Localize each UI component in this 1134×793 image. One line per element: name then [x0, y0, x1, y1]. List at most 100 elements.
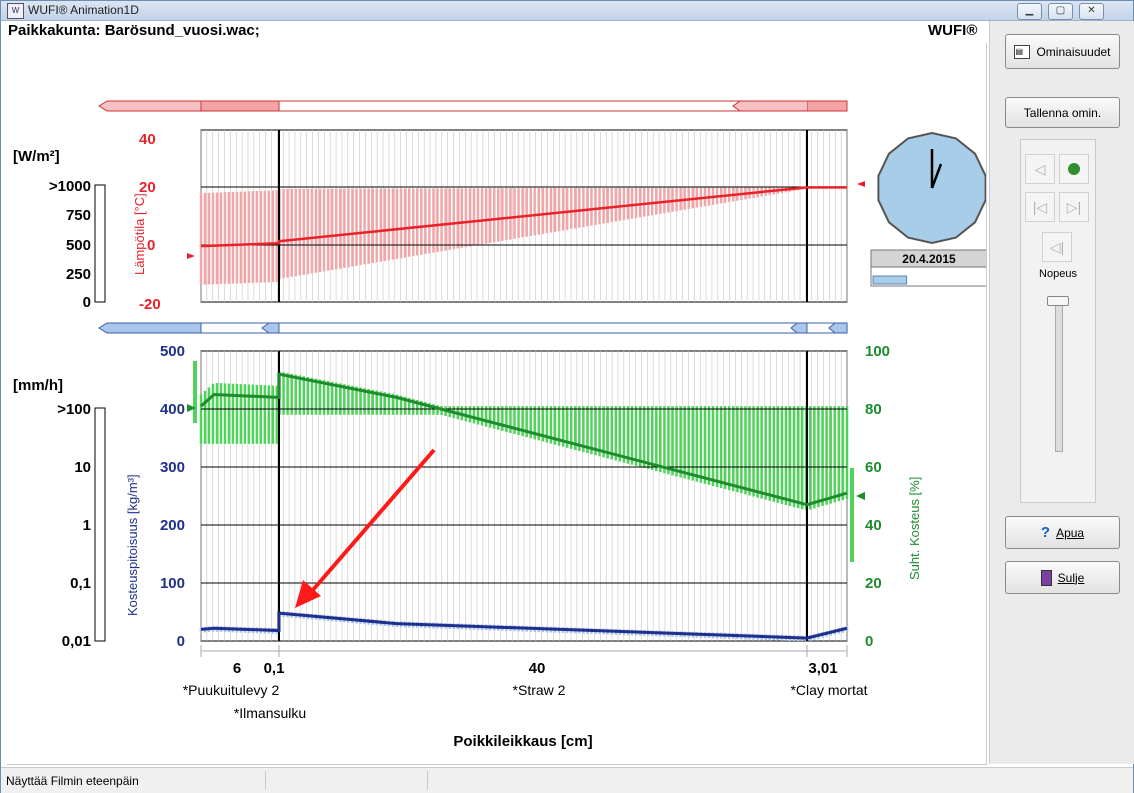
status-divider	[427, 771, 428, 790]
temp-tick-20: 20	[139, 179, 156, 196]
animation-plot-pane: 40 20 0 -20 Lämpötila [°C] [W/m²] >1000 …	[7, 43, 987, 765]
rh-tick-60: 60	[865, 459, 882, 476]
layer-width-3: 40	[529, 660, 546, 677]
rh-range-band	[199, 371, 849, 511]
moisture-chart: 500 400 300 200 100 0 Kosteuspitoisuus […	[13, 322, 922, 750]
time-clock: 20.4.2015	[870, 131, 986, 287]
speed-slider-thumb[interactable]	[1047, 296, 1069, 306]
rh-axis-title: Suht. Kosteus [%]	[907, 477, 922, 580]
year-progress-bar	[872, 275, 908, 285]
water-tick-100: 100	[160, 575, 185, 592]
flux-axis-title: [W/m²]	[13, 148, 60, 165]
right-temp-marker	[857, 181, 865, 187]
rain-tick-0-01: 0,01	[62, 633, 91, 650]
flux-tick-1000: >1000	[49, 178, 91, 195]
date-header	[870, 249, 986, 268]
wufi-app-icon[interactable]: W	[7, 3, 24, 19]
clock-hour-hand	[930, 163, 943, 189]
status-divider	[265, 771, 266, 790]
water-content-line	[200, 611, 848, 640]
water-tick-0: 0	[177, 633, 185, 650]
close-button-label: Sulje	[1057, 570, 1085, 585]
speed-slider-track[interactable]	[1055, 300, 1063, 452]
step-forward-icon[interactable]: ◁|	[1042, 232, 1072, 262]
layer-name-3: *Straw 2	[513, 682, 566, 698]
location-label: Paikkakunta: Barösund_vuosi.wac;	[8, 22, 260, 39]
layer-width-2: 0,1	[264, 660, 285, 677]
temp-tick-minus20: -20	[139, 296, 161, 313]
rain-tick-10: 10	[74, 459, 91, 476]
brand-label: WUFI®	[928, 22, 978, 39]
status-bar: Näyttää Filmin eteenpäin	[1, 767, 1133, 793]
help-button[interactable]: ? Apua	[1005, 516, 1120, 549]
step-back-icon[interactable]: ◁	[1025, 154, 1055, 184]
first-frame-icon[interactable]: |◁	[1025, 192, 1055, 222]
left-rh-range	[193, 361, 197, 423]
rain-tick-100: >100	[57, 401, 91, 418]
water-axis-title: Kosteuspitoisuus [kg/m³]	[125, 474, 140, 616]
control-sidebar: ▤ Ominaisuudet Tallenna omin. ◁ |◁ ▷| ◁|…	[989, 21, 1134, 764]
temperature-chart: 40 20 0 -20 Lämpötila [°C] [W/m²] >1000 …	[13, 100, 865, 313]
water-tick-200: 200	[160, 517, 185, 534]
rh-tick-100: 100	[865, 343, 890, 360]
flux-tick-0: 0	[83, 294, 91, 311]
right-rh-range	[850, 468, 854, 562]
layer-name-1: *Puukuitulevy 2	[183, 682, 280, 698]
left-rh-marker	[187, 404, 196, 412]
water-tick-400: 400	[160, 401, 185, 418]
playback-controls: ◁ |◁ ▷| ◁| Nopeus	[1020, 139, 1096, 503]
layer-name-4: *Clay mortat	[790, 682, 867, 698]
layer-width-4: 3,01	[808, 660, 837, 677]
minimize-icon[interactable]: ▁	[1017, 3, 1042, 20]
temp-axis-title: Lämpötila [°C]	[132, 193, 147, 275]
left-temp-marker	[187, 253, 195, 259]
layer-name-2: *Ilmansulku	[234, 705, 306, 721]
temperature-line	[200, 186, 847, 248]
layer-width-1: 6	[233, 660, 241, 677]
clock-date: 20.4.2015	[902, 252, 956, 266]
save-properties-label: Tallenna omin.	[1023, 105, 1102, 120]
rh-tick-20: 20	[865, 575, 882, 592]
red-annotation-arrow	[295, 448, 436, 608]
properties-button[interactable]: ▤ Ominaisuudet	[1005, 34, 1120, 69]
top-boundary-bar	[98, 100, 848, 112]
layer-dimension-line	[200, 645, 848, 657]
exit-door-icon	[1040, 569, 1052, 586]
rain-axis-title: [mm/h]	[13, 377, 63, 394]
save-properties-button[interactable]: Tallenna omin.	[1005, 97, 1120, 128]
moisture-horizontal-grid	[201, 408, 847, 584]
close-icon[interactable]: ✕	[1079, 3, 1104, 20]
close-button[interactable]: Sulje	[1005, 561, 1120, 594]
rh-line	[200, 372, 848, 507]
last-frame-icon[interactable]: ▷|	[1059, 192, 1089, 222]
water-tick-300: 300	[160, 459, 185, 476]
rain-tick-1: 1	[83, 517, 91, 534]
water-tick-500: 500	[160, 343, 185, 360]
temp-tick-40: 40	[139, 131, 156, 148]
play-icon[interactable]	[1059, 154, 1089, 184]
rh-tick-80: 80	[865, 401, 882, 418]
speed-label: Nopeus	[1039, 268, 1077, 280]
x-axis-title: Poikkileikkaus [cm]	[453, 733, 592, 750]
temp-tick-0: 0	[147, 237, 155, 254]
rh-tick-0: 0	[865, 633, 873, 650]
rain-tick-0-1: 0,1	[70, 575, 91, 592]
rh-tick-40: 40	[865, 517, 882, 534]
right-rh-marker	[856, 492, 865, 500]
window-title: WUFI® Animation1D	[28, 3, 139, 17]
title-bar: W WUFI® Animation1D ▁ ▢ ✕	[1, 1, 1133, 21]
properties-icon: ▤	[1014, 44, 1031, 59]
maximize-icon[interactable]: ▢	[1048, 3, 1073, 20]
flux-gauge	[94, 184, 106, 303]
profile-chart-svg: 40 20 0 -20 Lämpötila [°C] [W/m²] >1000 …	[13, 100, 986, 750]
help-icon: ?	[1040, 524, 1051, 541]
flux-tick-250: 250	[66, 266, 91, 283]
status-text: Näyttää Filmin eteenpäin	[6, 774, 139, 788]
rain-gauge	[94, 407, 106, 642]
help-button-label: Apua	[1056, 525, 1085, 540]
bottom-boundary-bar	[98, 322, 848, 334]
flux-tick-500: 500	[66, 237, 91, 254]
flux-tick-750: 750	[66, 207, 91, 224]
properties-button-label: Ominaisuudet	[1036, 44, 1111, 59]
